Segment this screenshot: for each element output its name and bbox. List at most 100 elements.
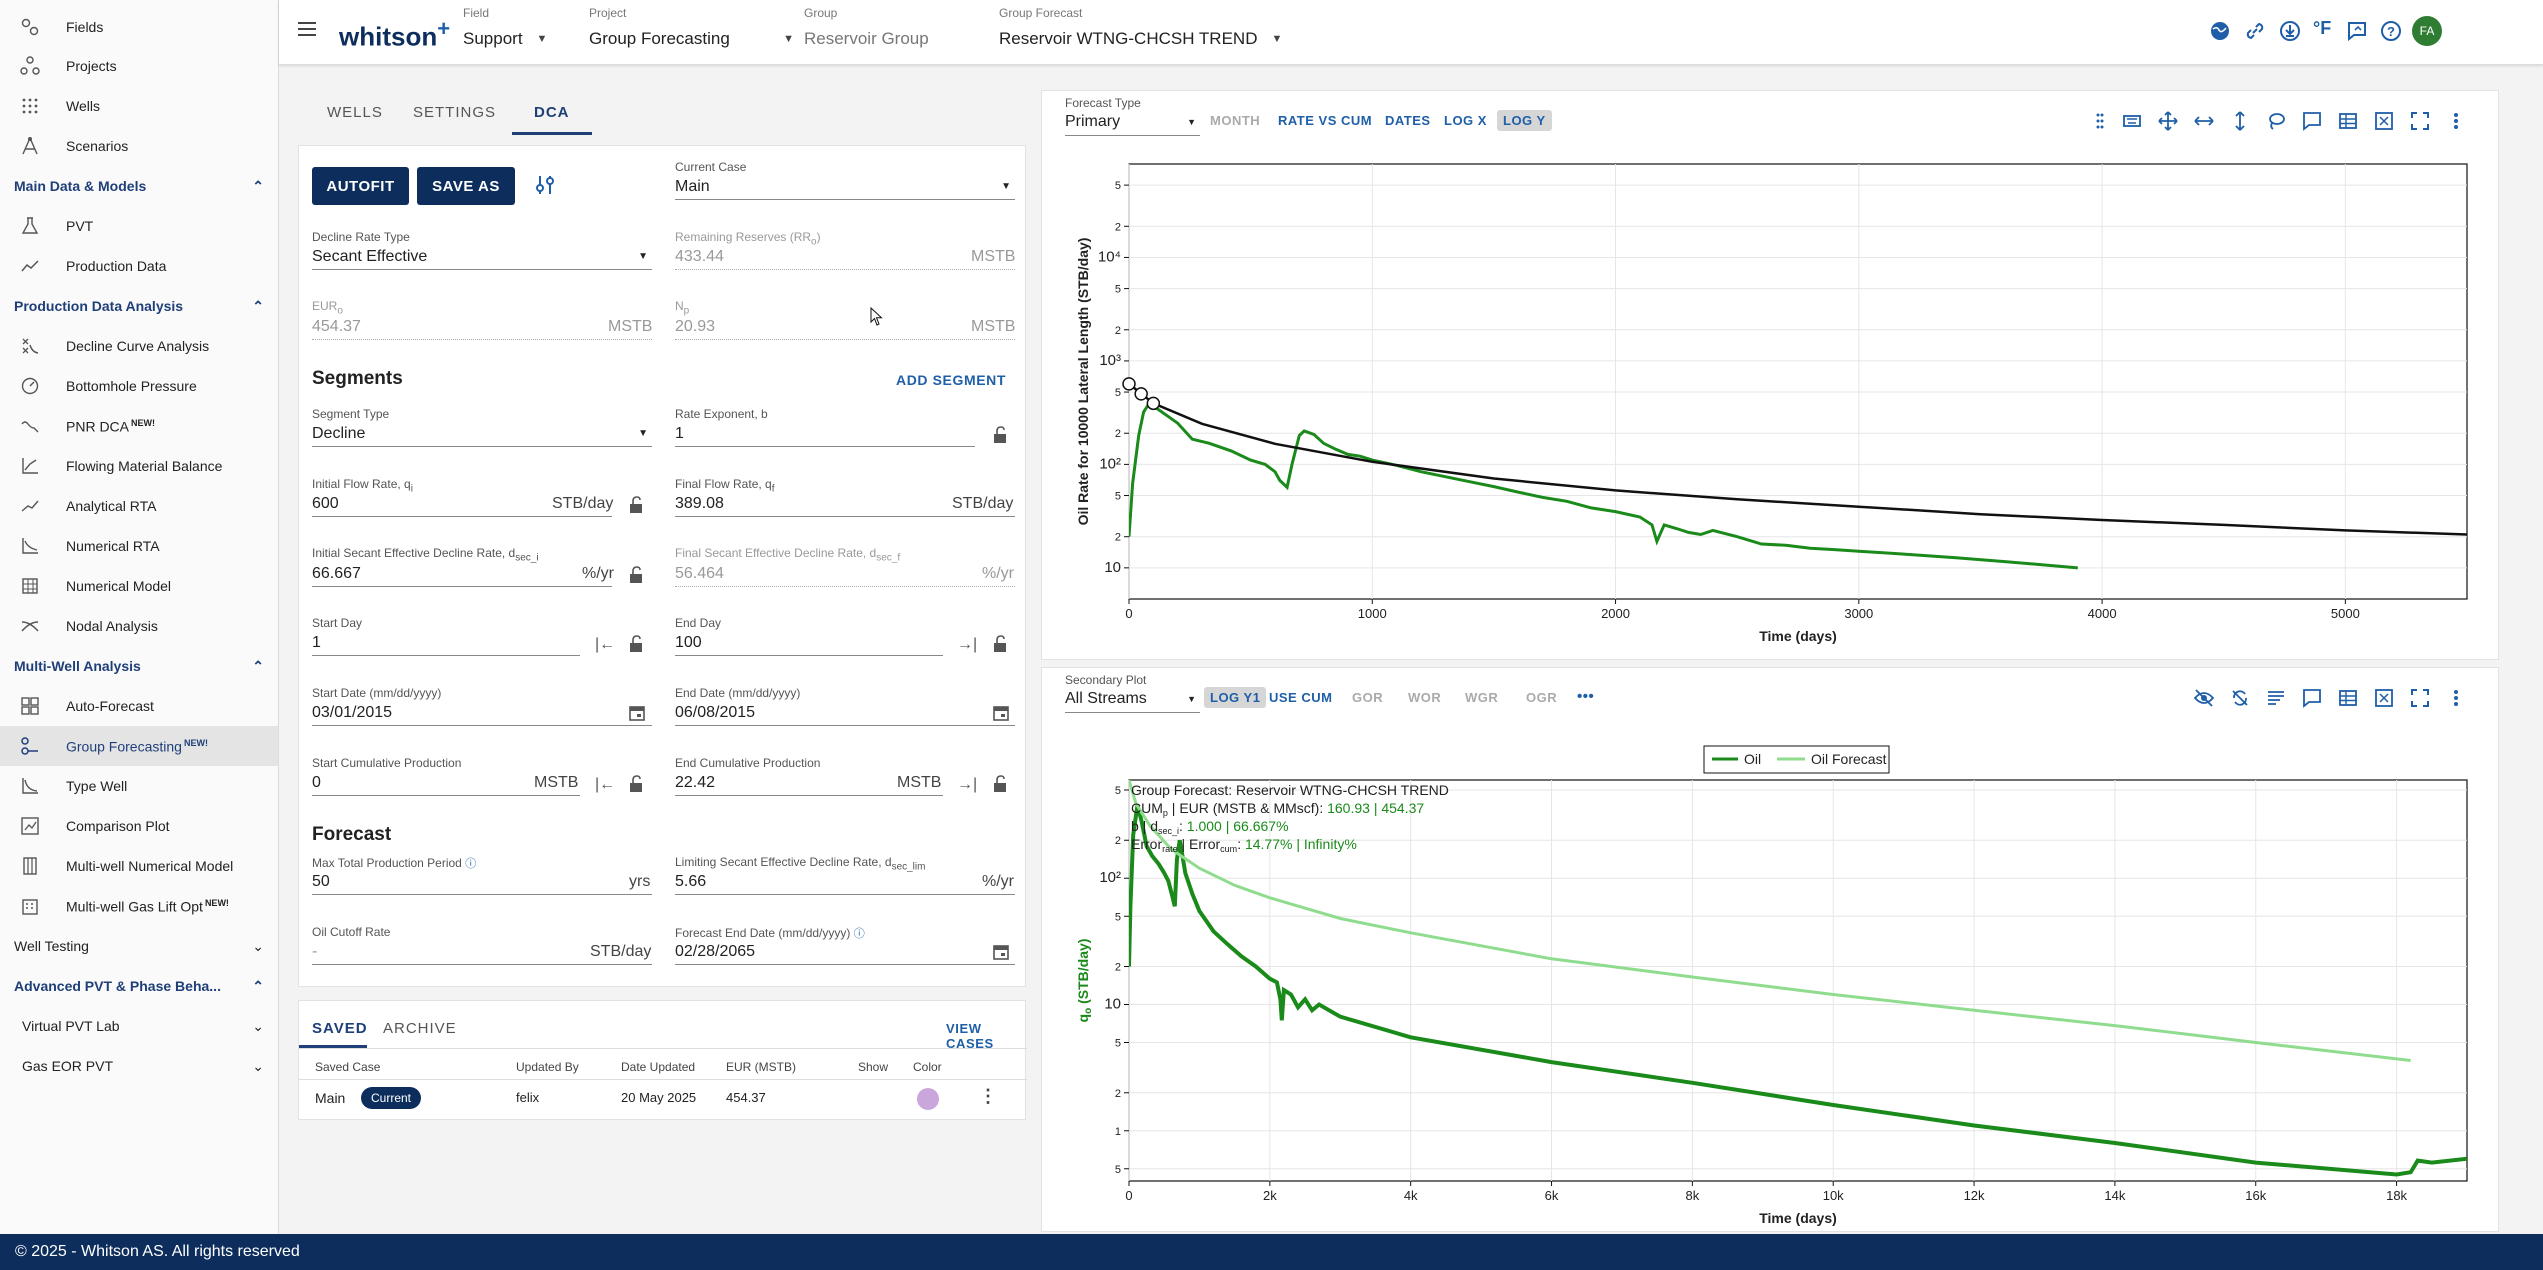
sidebar-item-mw-numerical[interactable]: Multi-well Numerical Model [0,846,278,886]
group-forecast-selector[interactable]: Group Forecast Reservoir WTNG-CHCSH TREND… [999,6,1282,49]
view-cases-button[interactable]: VIEW CASES [946,1021,994,1051]
chip-use-cum[interactable]: USE CUM [1269,690,1333,705]
project-selector[interactable]: Project Group Forecasting ▼ [589,6,794,49]
link-icon[interactable] [2244,20,2266,42]
start-date-input[interactable]: 03/01/2015 [312,702,652,726]
sidebar-item-comparison[interactable]: Comparison Plot [0,806,278,846]
final-rate-input[interactable]: 389.08 [675,493,1015,517]
init-decline-input[interactable]: 66.667 [312,563,612,587]
tab-saved[interactable]: SAVED [312,1020,368,1037]
tab-settings[interactable]: SETTINGS [413,104,497,121]
sidebar-section-mwa[interactable]: Multi-Well Analysis ⌃ [0,646,278,686]
logo[interactable]: whitson+ [339,16,450,53]
sidebar-item-projects[interactable]: Projects [0,46,278,86]
add-segment-button[interactable]: ADD SEGMENT [896,372,1007,388]
calendar-icon[interactable] [628,704,646,722]
sidebar-item-scenarios[interactable]: Scenarios [0,126,278,166]
comment-icon[interactable] [2300,109,2324,133]
end-date-input[interactable]: 06/08/2015 [675,702,1015,726]
start-day-input[interactable]: 1 [312,632,580,656]
sidebar-item-pnr-dca[interactable]: PNR DCA NEW! [0,406,278,446]
temperature-unit-button[interactable]: °F [2313,18,2332,38]
unlock-icon[interactable] [628,496,644,514]
autofit-button[interactable]: AUTOFIT [312,167,409,205]
sidebar-item-nodal[interactable]: Nodal Analysis [0,606,278,646]
pan-icon[interactable] [2156,109,2180,133]
visibility-off-icon[interactable] [2192,686,2216,710]
forecast-end-input[interactable]: 02/28/2065 [675,941,1015,965]
help-icon[interactable]: ? [2380,20,2402,42]
more-vert-icon[interactable] [2444,686,2468,710]
sidebar-item-production-data[interactable]: Production Data [0,246,278,286]
unlock-icon[interactable] [628,635,644,653]
more-vert-icon[interactable]: ⋮ [979,1086,997,1106]
zoom-y-icon[interactable] [2228,109,2252,133]
chip-log-y[interactable]: LOG Y [1497,110,1552,131]
autoscale-icon[interactable] [2372,686,2396,710]
chip-log-x[interactable]: LOG X [1444,113,1487,128]
sidebar-item-analytical-rta[interactable]: Analytical RTA [0,486,278,526]
sidebar-item-fmb[interactable]: Flowing Material Balance [0,446,278,486]
secondary-plot-select[interactable]: All Streams ▼ [1065,690,1200,713]
sidebar-item-fields[interactable]: Fields [0,8,278,46]
sidebar-item-gas-lift[interactable]: Multi-well Gas Lift Opt NEW! [0,886,278,926]
unlock-icon[interactable] [628,775,644,793]
primary-rate-chart[interactable]: 0 1000 2000 3000 4000 5000 10 2 5 10² 2 5 10³ 2 5 10⁴ 2 5… [1042,91,2500,661]
tab-wells[interactable]: WELLS [327,104,383,121]
chip-log-y1[interactable]: LOG Y1 [1204,687,1267,708]
align-end-icon[interactable]: →| [957,776,978,793]
drag-handle-icon[interactable] [2088,109,2112,133]
sidebar-item-numerical-rta[interactable]: Numerical RTA [0,526,278,566]
end-day-input[interactable]: 100 [675,632,943,656]
more-horiz-icon[interactable]: ••• [1577,688,1595,705]
sidebar-item-wells[interactable]: Wells [0,86,278,126]
initial-rate-input[interactable]: 600 [312,493,612,517]
sidebar-section-pda[interactable]: Production Data Analysis ⌃ [0,286,278,326]
chip-ogr[interactable]: OGR [1526,690,1558,705]
rate-exponent-input[interactable]: 1 [675,423,975,447]
sidebar-section-gas-eor[interactable]: Gas EOR PVT ⌄ [0,1046,278,1086]
color-swatch[interactable] [917,1088,939,1110]
limit-decline-input[interactable]: 5.66 [675,871,1015,895]
sidebar-item-group-forecasting[interactable]: Group Forecasting NEW! [0,726,278,766]
info-icon[interactable]: ⓘ [465,858,477,870]
chip-wor[interactable]: WOR [1408,690,1442,705]
fullscreen-icon[interactable] [2408,109,2432,133]
chip-gor[interactable]: GOR [1352,690,1384,705]
align-start-icon[interactable]: |← [595,776,616,793]
more-vert-icon[interactable] [2444,109,2468,133]
unlock-icon[interactable] [628,566,644,584]
list-icon[interactable] [2264,686,2288,710]
chip-wgr[interactable]: WGR [1465,690,1499,705]
sync-disabled-icon[interactable] [2228,686,2252,710]
lasso-icon[interactable] [2264,109,2288,133]
comment-icon[interactable] [2300,686,2324,710]
feedback-icon[interactable] [2346,20,2368,42]
unlock-icon[interactable] [992,426,1008,444]
download-icon[interactable] [2279,20,2301,42]
sidebar-item-pvt[interactable]: PVT [0,206,278,246]
zoom-x-icon[interactable] [2192,109,2216,133]
unlock-icon[interactable] [992,635,1008,653]
segment-type-select[interactable]: Decline ▼ [312,423,652,447]
sidebar-section-well-testing[interactable]: Well Testing ⌄ [0,926,278,966]
current-case-select[interactable]: Main ▼ [675,176,1015,200]
group-selector[interactable]: Group Reservoir Group [804,6,929,49]
table-icon[interactable] [2336,109,2360,133]
sidebar-section-virtual-pvt[interactable]: Virtual PVT Lab ⌄ [0,1006,278,1046]
oil-cutoff-input[interactable]: - [312,941,652,965]
menu-icon[interactable] [297,20,317,38]
sidebar-section-adv-pvt[interactable]: Advanced PVT & Phase Beha... ⌃ [0,966,278,1006]
forecast-type-select[interactable]: Primary ▼ [1065,113,1200,136]
tune-icon[interactable] [534,174,556,196]
end-cum-input[interactable]: 22.42 [675,772,943,796]
calendar-icon[interactable] [992,704,1010,722]
save-as-button[interactable]: SAVE AS [417,167,515,205]
autoscale-icon[interactable] [2372,109,2396,133]
unlock-icon[interactable] [992,775,1008,793]
start-cum-input[interactable]: 0 [312,772,580,796]
keyboard-icon[interactable] [2120,109,2144,133]
globe-icon[interactable] [2209,20,2231,42]
calendar-icon[interactable] [992,943,1010,961]
align-start-icon[interactable]: |← [595,636,616,653]
